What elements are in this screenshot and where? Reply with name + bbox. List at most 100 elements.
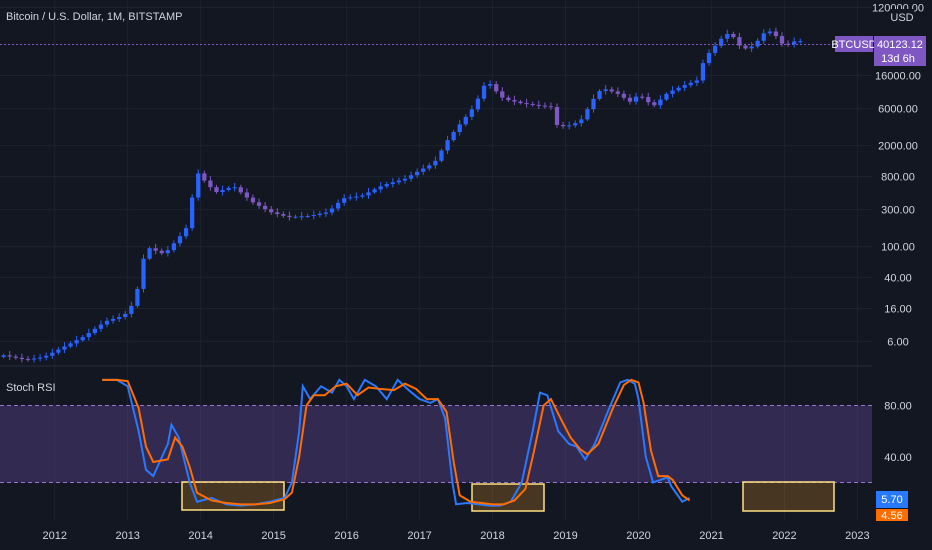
price-tick-label: 16000.00 (875, 70, 921, 82)
price-axis[interactable]: 120000.0016000.006000.002000.00800.00300… (872, 3, 924, 349)
candle-body (56, 349, 61, 353)
candle-body (640, 96, 645, 98)
candle-body (451, 132, 456, 141)
candle-body (737, 37, 742, 46)
candle-body (706, 52, 712, 64)
candle-body (342, 198, 347, 203)
time-tick-label: 2013 (115, 530, 139, 542)
candle-body (171, 243, 177, 251)
time-tick-label: 2017 (407, 530, 431, 542)
last-price-value: 40123.12 (877, 39, 923, 51)
candle-body (153, 248, 158, 251)
time-axis[interactable]: 2012 2013 2014 2015 2016 2017 2018 2019 2020 2021… (42, 530, 869, 542)
time-tick-label: 2023 (845, 530, 869, 542)
candle-body (19, 357, 25, 360)
stoch-rsi-axis[interactable]: 80.00 40.00 (884, 401, 912, 464)
candle-body (621, 93, 627, 98)
candle-body (177, 236, 183, 244)
currency-label: USD (890, 12, 913, 24)
candle-body (682, 85, 687, 88)
candle-body (494, 84, 499, 92)
candle-body (68, 343, 73, 347)
price-pane[interactable]: Bitcoin / U.S. Dollar, 1M, BITSTAMP (0, 11, 872, 363)
candle-body (123, 313, 128, 318)
candle-body (117, 317, 122, 319)
candle-body (536, 104, 541, 106)
candle-body (542, 105, 547, 107)
candle-body (232, 187, 237, 189)
candle-body (779, 36, 785, 44)
price-tick-label: 2000.00 (878, 141, 918, 153)
candle-body (731, 33, 736, 38)
candle-body (676, 87, 681, 91)
candle-body (238, 187, 243, 193)
candle-body (98, 324, 104, 329)
candle-body (141, 258, 146, 289)
candle-body (755, 40, 760, 47)
time-tick-label: 2018 (480, 530, 504, 542)
stoch-rsi-tick-label: 80.00 (884, 401, 912, 413)
candle-body (633, 96, 639, 102)
last-price-tag: BTCUSD 40123.12 13d 6h (831, 36, 926, 66)
candle-body (190, 197, 195, 229)
candle-body (335, 202, 341, 209)
grid-lines (0, 0, 872, 521)
symbol-tag-bg (835, 36, 873, 52)
candle-body (256, 202, 262, 206)
time-tick-label: 2012 (42, 530, 66, 542)
candle-body (250, 197, 256, 203)
price-tick-label: 100.00 (881, 242, 915, 254)
stoch-rsi-pane[interactable]: Stoch RSI (0, 378, 872, 512)
price-tick-label: 40.00 (884, 273, 912, 285)
candle-body (348, 197, 353, 199)
candle-body (743, 45, 748, 49)
d-value-tag: 4.56 (881, 510, 902, 522)
candle-body (670, 90, 675, 94)
candle-body (591, 98, 596, 110)
candle-body (31, 358, 37, 360)
candle-body (183, 228, 189, 237)
candle-body (50, 352, 55, 356)
candle-body (80, 337, 85, 341)
candle-body (329, 208, 335, 213)
candle-body (25, 359, 31, 361)
candle-body (646, 96, 651, 103)
candle-body (323, 212, 329, 214)
candle-body (725, 33, 730, 39)
candle-body (585, 109, 590, 120)
candle-body (165, 250, 170, 254)
candle-body (372, 189, 377, 193)
price-tag-bg (874, 36, 926, 66)
candle-body (712, 45, 718, 53)
candle-body (749, 46, 754, 49)
candle-body (299, 216, 304, 218)
candle-body (700, 63, 706, 81)
candle-body (214, 187, 219, 193)
candle-body (773, 31, 779, 37)
candle-body (475, 98, 481, 110)
candle-body (554, 106, 560, 125)
candle-body (798, 41, 803, 43)
candle-body (86, 333, 91, 338)
candle-body (244, 192, 250, 198)
candle-body (719, 38, 724, 46)
candle-body (573, 123, 578, 126)
candle-body (1, 355, 6, 357)
candle-body (658, 99, 663, 106)
candle-body (366, 192, 371, 196)
candle-body (506, 97, 511, 101)
chart-title: Bitcoin / U.S. Dollar, 1M, BITSTAMP (6, 11, 182, 23)
candle-body (311, 215, 316, 217)
k-value-tag-bg (876, 491, 908, 508)
candle-body (694, 80, 699, 83)
candle-body (767, 31, 772, 34)
candle-body (354, 196, 359, 198)
price-tick-label: 16.00 (884, 304, 912, 316)
time-tick-label: 2022 (772, 530, 796, 542)
price-tick-label: 800.00 (881, 172, 915, 184)
candle-body (287, 215, 292, 218)
currency-label-bg (890, 9, 914, 25)
candle-body (500, 91, 505, 98)
candle-body (688, 82, 693, 86)
candle-body (147, 248, 152, 259)
